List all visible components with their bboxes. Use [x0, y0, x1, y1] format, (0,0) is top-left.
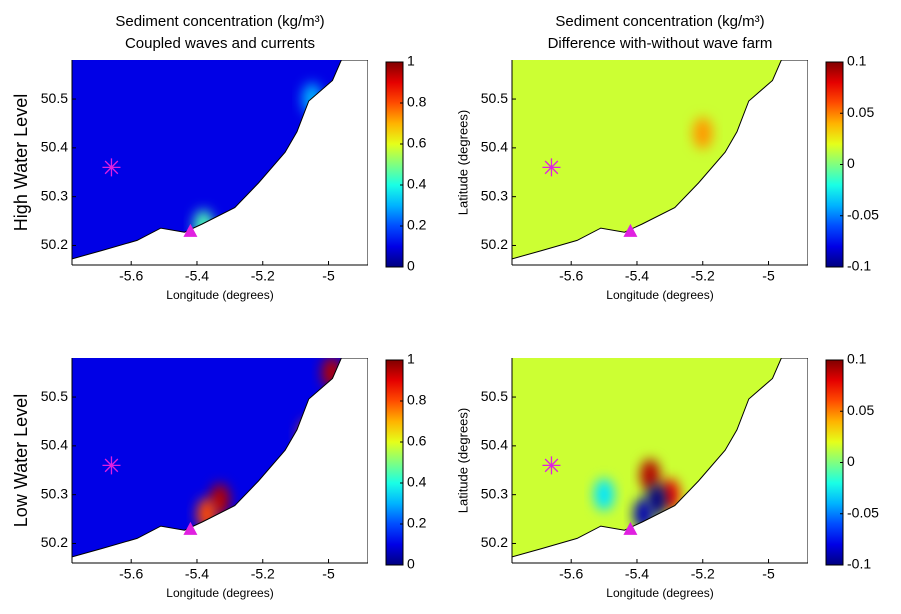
x-tick-label: -5.6	[119, 566, 143, 582]
colorbar-tick-label: 0	[847, 155, 855, 171]
x-axis-label: Longitude (degrees)	[606, 288, 713, 302]
chart-title: Sediment concentration (kg/m³)	[115, 13, 324, 30]
y-tick-label: 50.2	[41, 534, 68, 550]
x-tick-label: -5.4	[185, 268, 209, 284]
y-tick-label: 50.3	[481, 187, 508, 203]
colorbar-tick-label: 0.4	[407, 176, 427, 192]
map-area	[512, 358, 808, 563]
marker-star	[102, 158, 121, 177]
map-panel: -5.6 -5.4 -5.2 -5 50.2 50.3 50.4 50.5 Longitude …	[11, 351, 427, 600]
y-axis-label: Low Water Level	[11, 394, 31, 527]
x-tick-label: -5.6	[559, 268, 583, 284]
x-tick-label: -5.6	[559, 566, 583, 582]
colorbar-tick-label: 0.8	[407, 392, 427, 408]
y-tick-label: 50.2	[481, 534, 508, 550]
x-tick-label: -5.4	[185, 566, 209, 582]
marker-triangle	[623, 521, 638, 535]
colorbar-tick-label: 0.6	[407, 135, 427, 151]
land	[72, 358, 368, 563]
chart-title: Sediment concentration (kg/m³)	[555, 13, 764, 30]
colorbar-tick-label: 0.1	[847, 351, 867, 367]
colorbar-tick-label: 0.1	[847, 53, 867, 69]
colorbar-tick-label: 1	[407, 53, 415, 69]
y-tick-label: 50.5	[481, 90, 508, 106]
y-axis-label: Latitude (degrees)	[455, 110, 470, 216]
y-tick-label: 50.4	[41, 139, 68, 155]
colorbar-tick-label: -0.05	[847, 504, 879, 520]
map-area	[512, 60, 808, 265]
marker-star	[102, 456, 121, 475]
x-tick-label: -5	[762, 566, 775, 582]
y-tick-label: 50.3	[41, 187, 68, 203]
colorbar-tick-label: 0	[407, 556, 415, 572]
y-tick-label: 50.5	[481, 388, 508, 404]
colorbar-tick-label: 0.2	[407, 217, 427, 233]
x-tick-label: -5.4	[625, 566, 649, 582]
marker-triangle	[623, 223, 638, 237]
field-feature	[640, 459, 661, 492]
colorbar-tick-label: 0.2	[407, 515, 427, 531]
land	[512, 358, 808, 563]
land	[72, 60, 368, 265]
marker-triangle	[183, 223, 198, 237]
colorbar-tick-label: -0.1	[847, 556, 871, 572]
x-tick-label: -5	[762, 268, 775, 284]
x-axis-label: Longitude (degrees)	[166, 586, 273, 600]
y-tick-label: 50.4	[481, 139, 508, 155]
marker-star	[542, 456, 561, 475]
x-tick-label: -5.4	[625, 268, 649, 284]
y-tick-label: 50.4	[41, 437, 68, 453]
x-tick-label: -5	[322, 566, 335, 582]
y-tick-label: 50.3	[481, 485, 508, 501]
chart-subtitle: Coupled waves and currents	[125, 35, 315, 52]
x-axis-label: Longitude (degrees)	[166, 288, 273, 302]
colorbar-tick-label: 0	[407, 258, 415, 274]
colorbar	[385, 61, 404, 268]
field-feature	[692, 117, 713, 150]
y-tick-label: 50.3	[41, 485, 68, 501]
colorbar-tick-label: -0.05	[847, 206, 879, 222]
x-axis-label: Longitude (degrees)	[606, 586, 713, 600]
colorbar-tick-label: 0.05	[847, 104, 874, 120]
y-axis-label: High Water Level	[11, 94, 31, 231]
colorbar-tick-label: -0.1	[847, 258, 871, 274]
y-tick-label: 50.5	[41, 388, 68, 404]
map-area	[72, 358, 368, 563]
y-tick-label: 50.5	[41, 90, 68, 106]
x-tick-label: -5.6	[119, 268, 143, 284]
x-tick-label: -5.2	[251, 268, 275, 284]
map-panel: -5.6 -5.4 -5.2 -5 50.2 50.3 50.4 50.5 Longitude …	[11, 13, 427, 302]
colorbar-tick-label: 0	[847, 453, 855, 469]
colorbar	[385, 359, 404, 566]
chart-subtitle: Difference with-without wave farm	[548, 35, 773, 52]
colorbar-tick-label: 0.4	[407, 474, 427, 490]
field-feature	[594, 478, 615, 511]
x-tick-label: -5.2	[251, 566, 275, 582]
map-panel: -5.6 -5.4 -5.2 -5 50.2 50.3 50.4 50.5 Longitude …	[455, 351, 879, 600]
colorbar-tick-label: 0.6	[407, 433, 427, 449]
x-tick-label: -5	[322, 268, 335, 284]
colorbar-tick-label: 0.05	[847, 402, 874, 418]
marker-star	[542, 158, 561, 177]
map-panel: -5.6 -5.4 -5.2 -5 50.2 50.3 50.4 50.5 Longitude …	[455, 13, 879, 302]
y-axis-label: Latitude (degrees)	[455, 408, 470, 514]
land	[512, 60, 808, 265]
marker-triangle	[183, 521, 198, 535]
x-tick-label: -5.2	[691, 268, 715, 284]
map-area	[72, 60, 368, 265]
y-tick-label: 50.2	[481, 236, 508, 252]
x-tick-label: -5.2	[691, 566, 715, 582]
y-tick-label: 50.4	[481, 437, 508, 453]
y-tick-label: 50.2	[41, 236, 68, 252]
colorbar-tick-label: 0.8	[407, 94, 427, 110]
colorbar-tick-label: 1	[407, 351, 415, 367]
